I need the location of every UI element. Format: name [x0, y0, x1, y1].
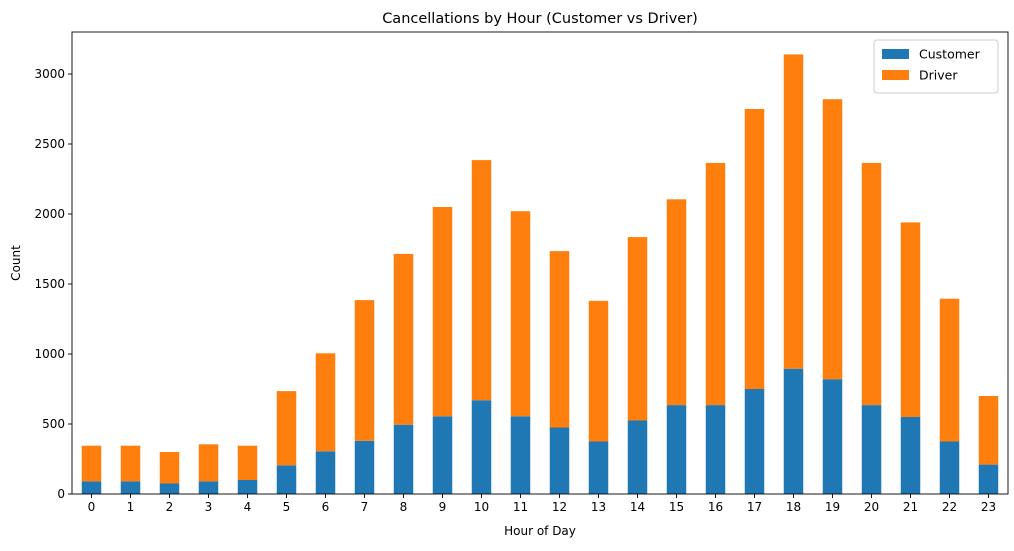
bar-customer-hour-1: [120, 481, 141, 494]
x-tick-label: 11: [513, 500, 528, 514]
bar-driver-hour-3: [198, 444, 219, 482]
bar-customer-hour-8: [393, 424, 414, 494]
bar-customer-hour-15: [666, 405, 687, 494]
x-tick-label: 20: [864, 500, 879, 514]
bar-driver-hour-20: [861, 162, 882, 406]
y-tick-label: 2000: [34, 207, 65, 221]
x-tick-label: 4: [244, 500, 252, 514]
y-tick-label: 3000: [34, 67, 65, 81]
x-tick-label: 18: [786, 500, 801, 514]
x-tick-label: 10: [474, 500, 489, 514]
bar-customer-hour-12: [549, 427, 570, 494]
x-tick-label: 5: [283, 500, 291, 514]
bar-driver-hour-2: [159, 452, 180, 484]
bar-customer-hour-9: [432, 416, 453, 494]
y-axis-ticks: 0 500 1000 1500 2000 2500 3000: [34, 67, 72, 501]
bar-customer-hour-2: [159, 483, 180, 494]
y-tick-label: 500: [42, 417, 65, 431]
x-tick-label: 19: [825, 500, 840, 514]
x-axis-ticks: 0 1 2 3 4 5 6 7 8 9 10 11 12 13 14 15 16 17 18 19 20 21 22 23: [88, 494, 996, 514]
bar-customer-hour-5: [276, 465, 297, 494]
bar-customer-hour-11: [510, 416, 531, 494]
y-axis-title: Count: [9, 245, 23, 281]
x-tick-label: 2: [166, 500, 174, 514]
bar-customer-hour-22: [939, 441, 960, 494]
x-tick-label: 17: [747, 500, 762, 514]
legend: Customer Driver: [873, 39, 999, 94]
bar-driver-hour-6: [315, 353, 336, 452]
x-tick-label: 7: [361, 500, 369, 514]
y-tick-label: 2500: [34, 137, 65, 151]
bar-driver-hour-9: [432, 207, 453, 417]
bar-customer-hour-14: [627, 420, 648, 494]
legend-swatch-driver: [882, 70, 909, 80]
bar-driver-hour-18: [783, 54, 804, 369]
legend-label-driver: Driver: [919, 68, 958, 83]
bar-driver-hour-11: [510, 211, 531, 417]
x-tick-label: 23: [981, 500, 996, 514]
x-tick-label: 8: [400, 500, 408, 514]
y-tick-label: 0: [57, 487, 65, 501]
bar-driver-hour-21: [900, 222, 921, 417]
bar-driver-hour-15: [666, 199, 687, 406]
bar-customer-hour-3: [198, 481, 219, 494]
chart-title: Cancellations by Hour (Customer vs Drive…: [382, 11, 698, 27]
bar-customer-hour-19: [822, 379, 843, 494]
legend-swatch-customer: [882, 49, 909, 59]
bar-driver-hour-0: [81, 445, 102, 482]
x-tick-label: 12: [552, 500, 567, 514]
x-tick-label: 0: [88, 500, 96, 514]
bar-driver-hour-10: [471, 160, 492, 401]
bars-group: [81, 54, 999, 494]
bar-driver-hour-17: [744, 109, 765, 389]
x-tick-label: 6: [322, 500, 330, 514]
x-tick-label: 15: [669, 500, 684, 514]
x-tick-label: 14: [630, 500, 645, 514]
bar-customer-hour-4: [237, 480, 258, 494]
x-tick-label: 13: [591, 500, 606, 514]
x-axis-title: Hour of Day: [504, 524, 576, 538]
bar-driver-hour-5: [276, 391, 297, 466]
bar-customer-hour-20: [861, 405, 882, 494]
bar-customer-hour-7: [354, 440, 375, 494]
legend-label-customer: Customer: [919, 47, 981, 62]
bar-driver-hour-22: [939, 298, 960, 442]
bar-customer-hour-6: [315, 451, 336, 494]
y-tick-label: 1500: [34, 277, 65, 291]
bar-driver-hour-16: [705, 162, 726, 406]
bar-customer-hour-10: [471, 400, 492, 494]
bar-driver-hour-23: [978, 396, 999, 465]
bar-customer-hour-21: [900, 417, 921, 494]
bar-customer-hour-17: [744, 389, 765, 494]
bar-driver-hour-4: [237, 445, 258, 480]
bar-customer-hour-16: [705, 405, 726, 494]
bar-driver-hour-13: [588, 300, 609, 442]
bar-driver-hour-8: [393, 253, 414, 425]
bar-customer-hour-13: [588, 441, 609, 494]
bar-customer-hour-0: [81, 481, 102, 494]
plot-frame: [71, 31, 1009, 495]
x-tick-label: 1: [127, 500, 135, 514]
bar-driver-hour-1: [120, 445, 141, 482]
x-tick-label: 21: [903, 500, 918, 514]
bar-driver-hour-12: [549, 251, 570, 428]
x-tick-label: 3: [205, 500, 213, 514]
bar-customer-hour-23: [978, 464, 999, 494]
bar-driver-hour-14: [627, 237, 648, 421]
y-tick-label: 1000: [34, 347, 65, 361]
bar-driver-hour-7: [354, 300, 375, 441]
bar-customer-hour-18: [783, 368, 804, 494]
x-tick-label: 9: [439, 500, 447, 514]
bar-driver-hour-19: [822, 99, 843, 380]
x-tick-label: 16: [708, 500, 723, 514]
x-tick-label: 22: [942, 500, 957, 514]
